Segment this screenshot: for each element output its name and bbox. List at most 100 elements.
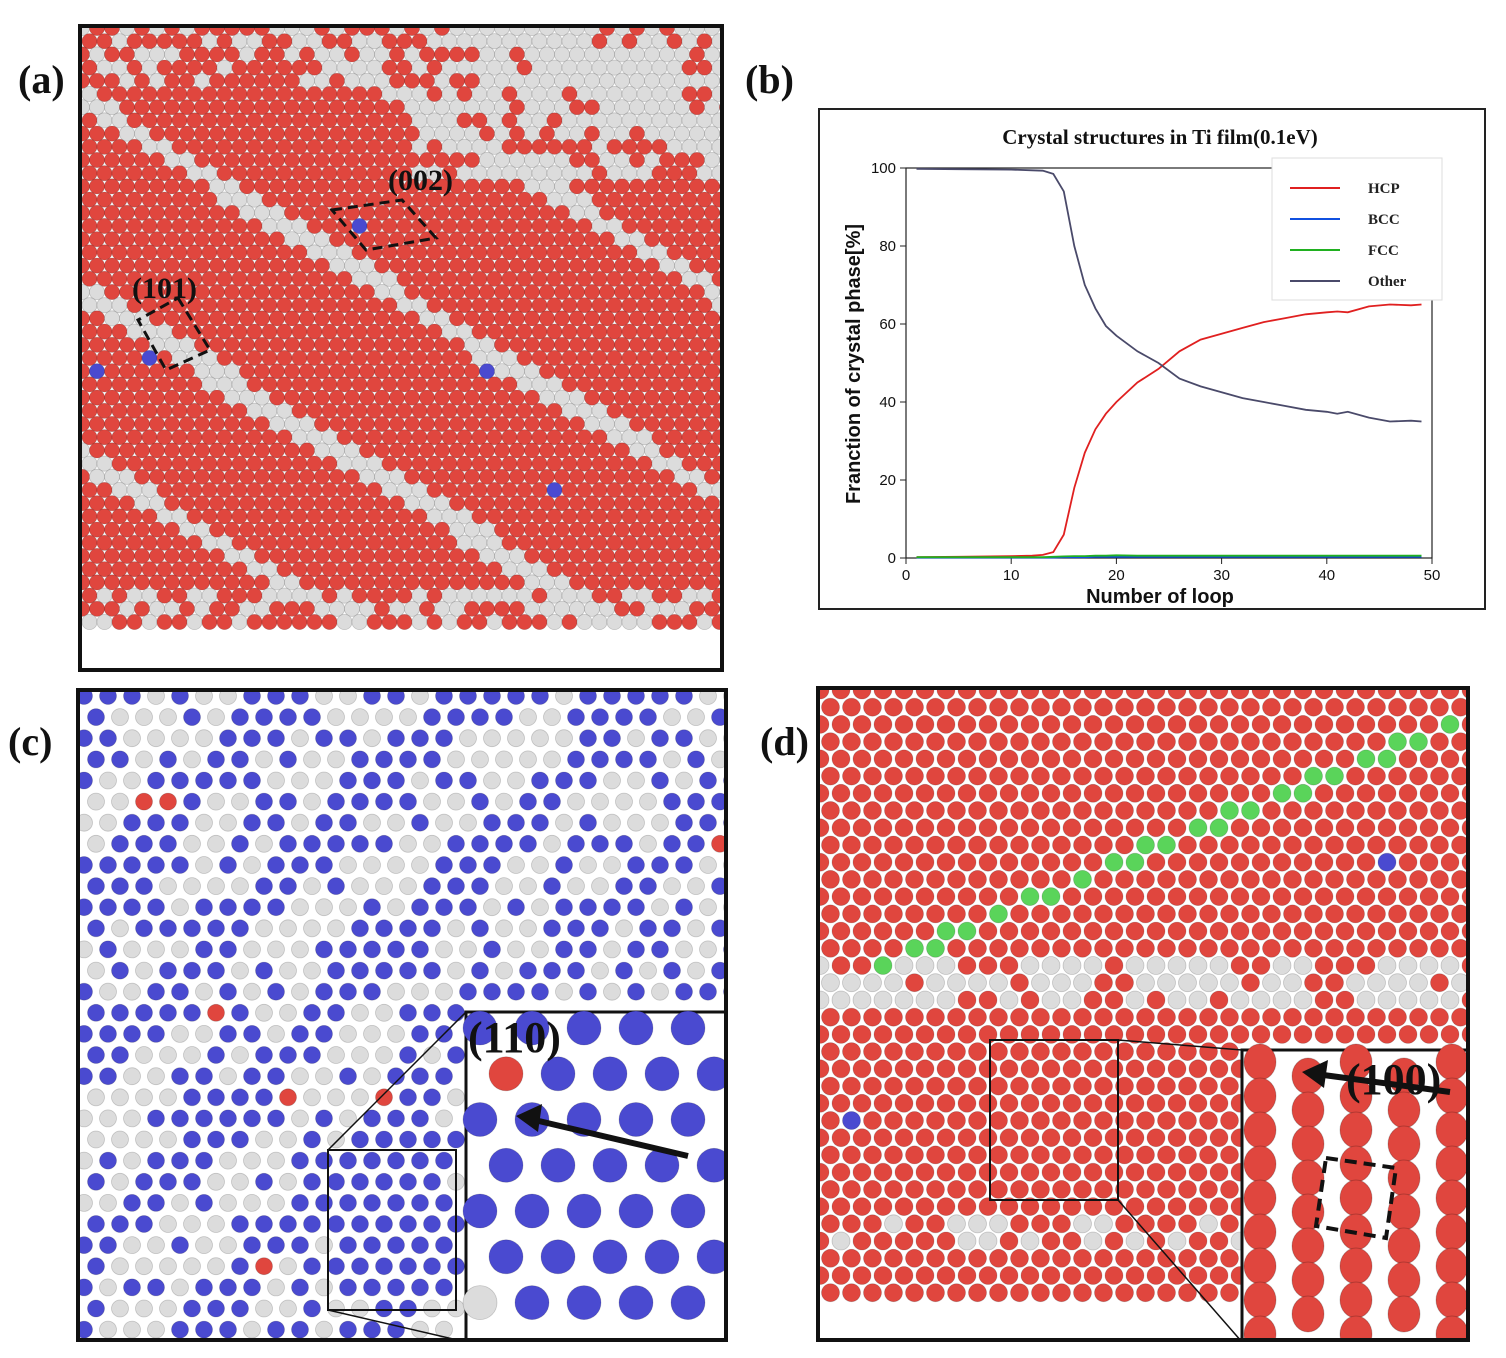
atom	[399, 834, 417, 853]
atom	[261, 614, 278, 631]
atom	[435, 898, 453, 917]
atom	[636, 402, 653, 419]
atom	[448, 389, 465, 406]
atom	[358, 415, 375, 432]
atom	[123, 1193, 141, 1212]
atom	[968, 1145, 987, 1165]
atom	[87, 708, 105, 727]
atom	[926, 835, 945, 855]
atom	[403, 468, 420, 485]
atom	[591, 138, 608, 155]
atom	[1356, 715, 1376, 734]
atom	[279, 1257, 297, 1276]
atom	[546, 534, 563, 551]
atom	[999, 818, 1019, 838]
atom	[448, 336, 465, 353]
atom	[831, 1059, 851, 1079]
atom	[820, 1025, 830, 1044]
atom	[1157, 938, 1176, 958]
atom	[276, 297, 293, 314]
atom	[508, 415, 525, 432]
atom	[704, 548, 720, 564]
atom	[246, 508, 263, 525]
atom	[381, 508, 398, 525]
atom	[583, 363, 600, 380]
atom	[989, 732, 1008, 752]
atom	[134, 204, 151, 221]
atom	[381, 86, 398, 103]
atom	[1419, 783, 1439, 803]
atom	[89, 600, 105, 617]
atom	[119, 178, 136, 195]
atom	[239, 28, 255, 36]
atom	[905, 801, 924, 820]
atom	[719, 182, 720, 191]
atom	[1398, 956, 1418, 975]
atom	[621, 86, 638, 103]
atom	[999, 887, 1019, 907]
atom	[433, 521, 450, 538]
atom	[411, 1278, 429, 1297]
atom	[291, 534, 308, 551]
atom	[689, 178, 706, 195]
atom	[538, 389, 555, 406]
atom	[82, 561, 98, 578]
atom	[96, 481, 113, 498]
atom	[1283, 732, 1302, 752]
atom	[373, 310, 390, 327]
atom	[219, 1278, 237, 1297]
atom	[1188, 690, 1208, 700]
atom	[568, 600, 585, 617]
atom	[599, 336, 616, 353]
atom	[291, 1193, 309, 1212]
atom	[87, 1088, 105, 1107]
atom	[508, 72, 525, 89]
atom	[508, 548, 525, 565]
atom	[553, 468, 570, 485]
atom	[171, 349, 188, 366]
atom	[433, 415, 450, 432]
atom	[1052, 1007, 1071, 1027]
atom	[441, 323, 458, 340]
atom	[159, 961, 177, 980]
atom	[1346, 904, 1365, 924]
atom	[1440, 818, 1460, 838]
atom	[321, 455, 338, 472]
atom	[947, 1145, 966, 1165]
atom	[134, 442, 151, 459]
atom	[1125, 1093, 1145, 1113]
atom	[209, 28, 225, 36]
atom	[1220, 904, 1239, 924]
atom	[231, 59, 248, 76]
atom	[387, 1151, 405, 1170]
atom	[255, 1003, 273, 1022]
atom	[471, 429, 488, 446]
atom	[351, 1088, 369, 1107]
atom	[1073, 766, 1092, 786]
atom	[599, 468, 616, 485]
atom	[591, 455, 608, 472]
atom	[299, 28, 315, 36]
atom	[403, 363, 420, 380]
atom	[546, 481, 563, 498]
atom	[1083, 1059, 1103, 1079]
atom	[238, 495, 255, 512]
atom	[183, 834, 201, 853]
atom	[269, 28, 285, 36]
atom	[689, 495, 706, 512]
atom	[327, 1172, 345, 1191]
atom	[96, 323, 113, 340]
atom	[216, 534, 233, 551]
atom	[1461, 923, 1466, 940]
atom	[689, 415, 706, 432]
atom	[399, 1003, 417, 1022]
atom	[403, 46, 420, 63]
atom	[298, 363, 315, 380]
atom	[366, 59, 383, 76]
atom	[546, 508, 563, 525]
atom	[567, 834, 585, 853]
atom	[82, 297, 98, 314]
atom	[82, 587, 98, 604]
atom	[519, 834, 537, 853]
atom	[243, 813, 261, 832]
